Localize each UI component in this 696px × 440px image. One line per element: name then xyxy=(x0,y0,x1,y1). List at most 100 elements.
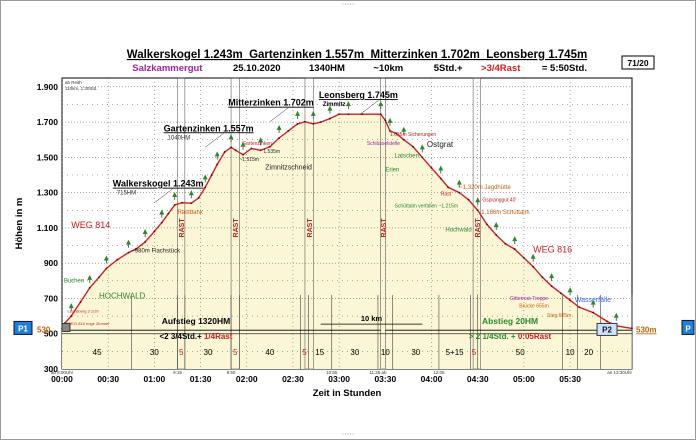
annotation: HOCHWALD xyxy=(99,291,146,300)
annotation: Erlen xyxy=(385,167,399,173)
y-axis-title: Höhen in m xyxy=(14,198,25,250)
rest-label: RAST xyxy=(475,218,482,238)
annotation: Ostgrat xyxy=(427,140,454,149)
p1-altitude: 530 xyxy=(37,325,51,334)
tree-marker xyxy=(438,165,444,171)
tree-marker xyxy=(345,101,351,107)
annotation: WEG 816 xyxy=(533,245,572,255)
segment-minutes: 40 xyxy=(265,348,274,357)
profile-point xyxy=(105,267,108,270)
tree-marker xyxy=(530,253,536,259)
profile-point xyxy=(592,311,595,314)
tree-marker xyxy=(214,151,220,157)
profile-point xyxy=(541,276,544,279)
profile-point xyxy=(606,320,608,323)
tree-marker xyxy=(159,209,165,215)
y-tick-label: 1.900 xyxy=(37,82,59,92)
chart-subtitle: Salzkammergut 25.10.2020 1340HM ~10km 5S… xyxy=(114,63,600,74)
profile-point xyxy=(98,276,100,279)
profile-point xyxy=(467,198,470,201)
segment-minutes: 30 xyxy=(350,348,359,357)
tree-marker xyxy=(512,236,518,242)
abstieg-label: Abstieg 20HM xyxy=(482,316,538,326)
tree-marker xyxy=(188,190,194,196)
tree-marker xyxy=(456,179,462,185)
rest-band xyxy=(472,77,481,370)
rest-band xyxy=(380,77,386,370)
aufstieg-duration-plain: <2 3/4Std.+ xyxy=(159,332,202,341)
annotation: 1.535m xyxy=(263,149,280,155)
x-tick-label: 00:00 xyxy=(51,374,73,384)
annotation: Rastbank xyxy=(177,210,203,216)
profile-point xyxy=(395,132,398,135)
annotation: Zimnitzschneid xyxy=(265,165,312,172)
time-mark: 12:05 xyxy=(433,370,445,375)
tree-marker xyxy=(387,117,393,123)
page-badge-box xyxy=(621,55,655,70)
profile-point xyxy=(296,122,299,125)
tree-marker xyxy=(295,110,301,116)
tree-marker xyxy=(87,274,93,280)
tree-marker xyxy=(310,110,316,116)
rest-band xyxy=(177,77,186,370)
tree-marker xyxy=(613,312,619,318)
profile-point xyxy=(569,299,572,302)
profile-point xyxy=(242,153,244,156)
time-mark: 11:25 ab xyxy=(369,370,387,375)
abstieg-duration-plain: > 2 1/4Std. + xyxy=(469,332,516,341)
summit-leader xyxy=(360,99,379,115)
x-tick-label: 02:00 xyxy=(236,374,258,384)
y-tick-label: 500 xyxy=(44,329,58,339)
x-tick-label: 04:30 xyxy=(467,374,489,384)
segment-minutes: 30 xyxy=(204,348,213,357)
annotation: ~1.166m Schüttalm xyxy=(478,210,530,216)
corner-note-line2: 110km, 1:30Std. xyxy=(65,86,97,91)
tree-marker xyxy=(475,197,481,203)
p2-altitude: 530m xyxy=(636,325,656,334)
profile-point xyxy=(210,174,213,176)
annotation: Latschen xyxy=(395,153,419,159)
profile-area xyxy=(62,114,632,369)
time-mark: 10:55 xyxy=(326,370,338,375)
annotation: Rast xyxy=(441,192,452,198)
profile-point xyxy=(268,145,271,148)
profile-point xyxy=(421,156,424,159)
p-end-label: P xyxy=(685,324,691,333)
profile-point xyxy=(250,147,253,150)
aufstieg-label: Aufstieg 1320HM xyxy=(162,316,231,326)
annotation: Brücke 655m xyxy=(519,303,548,309)
profile-point xyxy=(513,248,516,250)
rest-label: RAST xyxy=(307,218,314,238)
bottom-drag-handle[interactable]: ····· xyxy=(341,430,355,439)
top-drag-handle[interactable]: ····· xyxy=(341,0,355,9)
y-tick-label: 900 xyxy=(44,258,58,268)
tree-marker xyxy=(378,101,384,107)
segment-minutes: 10 xyxy=(566,348,575,357)
time-mark: 9:50 xyxy=(227,370,236,375)
profile-point xyxy=(486,223,488,226)
rest-band xyxy=(304,77,314,370)
profile-point xyxy=(116,258,119,261)
segment-minutes: 20 xyxy=(584,348,593,357)
tree-marker xyxy=(401,126,407,132)
segment-minutes: 5 xyxy=(472,348,477,357)
segment-minutes: 5 xyxy=(179,348,184,357)
x-tick-label: 00:30 xyxy=(97,374,119,384)
segment-minutes: 30 xyxy=(411,348,420,357)
annotation: Leonsberg 3 1/2h xyxy=(68,309,99,314)
profile-point xyxy=(523,256,525,259)
annotation: ~980m Flachstück xyxy=(131,249,181,255)
y-tick-label: 1.500 xyxy=(37,152,59,162)
x-tick-label: 03:00 xyxy=(328,374,350,384)
profile-point xyxy=(319,121,322,123)
segment-minutes: 5 xyxy=(302,348,307,357)
p1-marker xyxy=(61,322,71,332)
x-tick-label: 05:00 xyxy=(513,374,535,384)
profile-point xyxy=(79,301,82,303)
y-tick-label: 300 xyxy=(44,364,58,374)
profile-point xyxy=(234,149,237,152)
time-mark: 9:15 xyxy=(173,370,182,375)
tree-marker xyxy=(103,255,109,261)
chart-title: Walkerskogel 1.243m Gartenzinken 1.557m … xyxy=(127,49,587,61)
tree-marker xyxy=(68,303,74,309)
